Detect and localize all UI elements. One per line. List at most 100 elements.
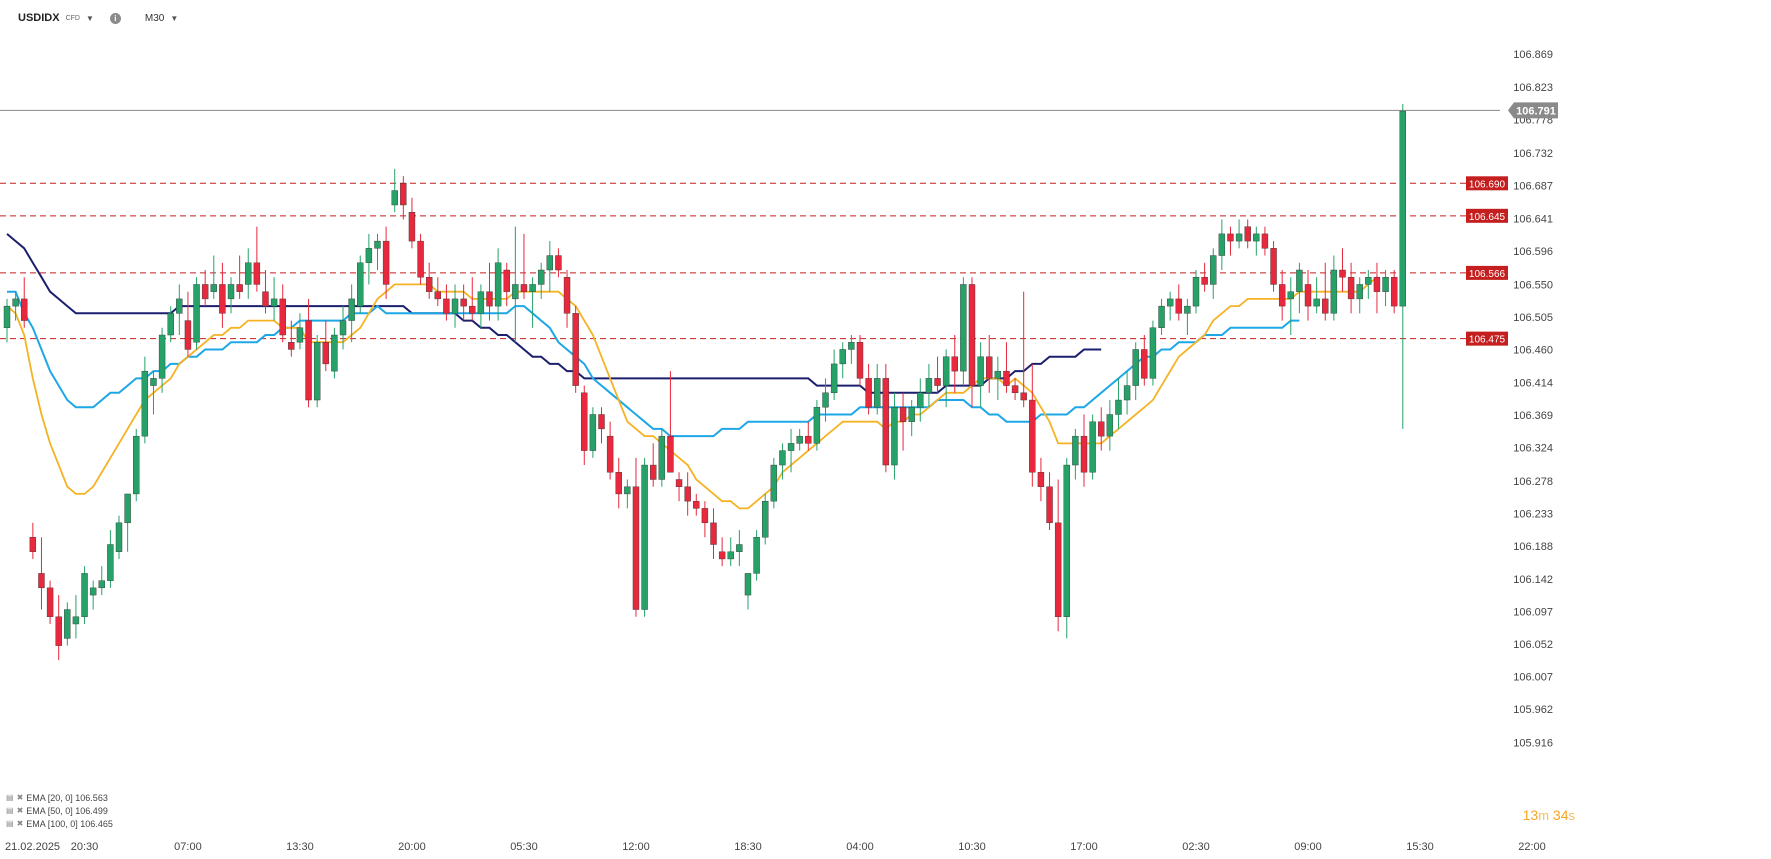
candle-body [632,486,640,610]
candle-body [64,609,71,639]
candle-body [727,551,734,560]
candle-body [38,573,45,589]
candle-body [1253,233,1260,242]
candle-body [150,378,157,386]
timeframe-selector[interactable]: M30 [144,12,165,24]
info-icon[interactable]: i [109,12,121,24]
candle-body [107,544,114,581]
settings-icon[interactable]: ▤ [6,793,14,802]
candle-body [684,486,691,502]
candle-body [1063,464,1070,617]
settings-icon[interactable]: ▤ [6,806,14,815]
candle-body [1304,284,1312,307]
candle-body [1339,269,1346,278]
candle-body [1365,277,1372,285]
candle-body [865,378,872,408]
candle-body [245,262,252,285]
timeframe-dropdown-icon[interactable]: ▼ [170,13,179,23]
candle-body [546,255,554,271]
candle-body [589,414,597,451]
y-tick-label: 106.869 [1513,49,1553,61]
settings-icon[interactable]: ▤ [6,819,14,828]
candle-body [1218,233,1226,256]
candle-body [1184,305,1191,314]
x-tick-label: 17:00 [1070,841,1098,853]
x-tick-label: 15:30 [1406,841,1434,853]
candle-body [1330,269,1338,314]
candle-body [391,190,398,206]
remove-icon[interactable]: ✖ [16,819,24,828]
candle-body [1261,233,1269,249]
candle-body [615,472,622,495]
instrument-header: USDIDX CFD ▼ i M30 ▼ [18,10,178,26]
candle-body [1382,277,1389,292]
candle-body [1287,291,1294,300]
candle-body [279,298,286,336]
candle-body [606,435,614,473]
remove-icon[interactable]: ✖ [16,806,24,815]
candle-body [1210,255,1217,285]
candle-body [1106,414,1114,437]
candle-body [624,486,631,495]
candle-body [1158,305,1165,328]
y-tick-label: 106.641 [1513,214,1553,226]
y-tick-label: 106.188 [1513,541,1553,553]
candle-body [1356,284,1363,300]
y-tick-label: 106.142 [1513,574,1553,586]
candle-body [81,573,88,617]
candle-body [787,443,795,451]
candle-body [98,580,105,589]
candle-body [598,414,605,430]
x-tick-label: 09:00 [1294,841,1322,853]
candle-body [1020,392,1027,401]
candle-body [977,356,984,386]
candle-body [1235,233,1243,242]
candle-body [718,551,726,560]
y-tick-label: 106.007 [1513,672,1553,684]
x-tick-label: 13:30 [286,841,314,853]
candle-body [305,320,312,401]
remove-icon[interactable]: ✖ [16,793,24,802]
candle-body [141,370,149,437]
candle-body [1011,385,1019,394]
candle-body [650,464,657,480]
level-tag [1466,265,1508,280]
symbol-dropdown-icon[interactable]: ▼ [85,13,94,23]
level-tag-label: 106.475 [1469,335,1506,346]
candle-body [1123,385,1131,401]
candle-body [288,342,295,350]
candle-body [227,284,235,300]
candle-body [55,616,62,646]
candle-body [1132,349,1139,386]
candle-body [1029,399,1036,473]
candle-body [891,407,898,466]
y-tick-label: 106.732 [1513,148,1553,160]
candle-body [425,277,433,292]
x-tick-label: 05:30 [510,841,538,853]
ema20-line [6,276,1378,510]
candle-body [667,435,674,473]
candle-body [1399,110,1406,307]
x-tick-label: 12:00 [622,841,650,853]
y-tick-label: 106.052 [1513,639,1553,651]
candle-body [1192,277,1200,307]
candle-body [658,435,666,480]
candle-body [874,378,881,408]
candle-body [322,342,329,365]
candle-body [512,284,519,300]
legend-ema20: ▤ ✖ EMA [20, 0] 106.563 [6,791,113,804]
candle-body [29,537,37,552]
y-tick-label: 106.369 [1513,410,1553,422]
plot-area [0,103,1500,661]
y-tick-label: 106.233 [1513,508,1553,520]
y-tick-label: 106.324 [1513,443,1553,455]
symbol-name[interactable]: USDIDX [18,12,60,24]
candle-body [968,284,976,386]
candle-body [210,284,217,292]
candle-body [262,291,269,307]
y-tick-label: 106.097 [1513,607,1553,619]
countdown-sec-unit: s [1568,808,1576,823]
candle-body [537,269,545,285]
x-tick-label: 21.02.2025 [5,841,60,853]
